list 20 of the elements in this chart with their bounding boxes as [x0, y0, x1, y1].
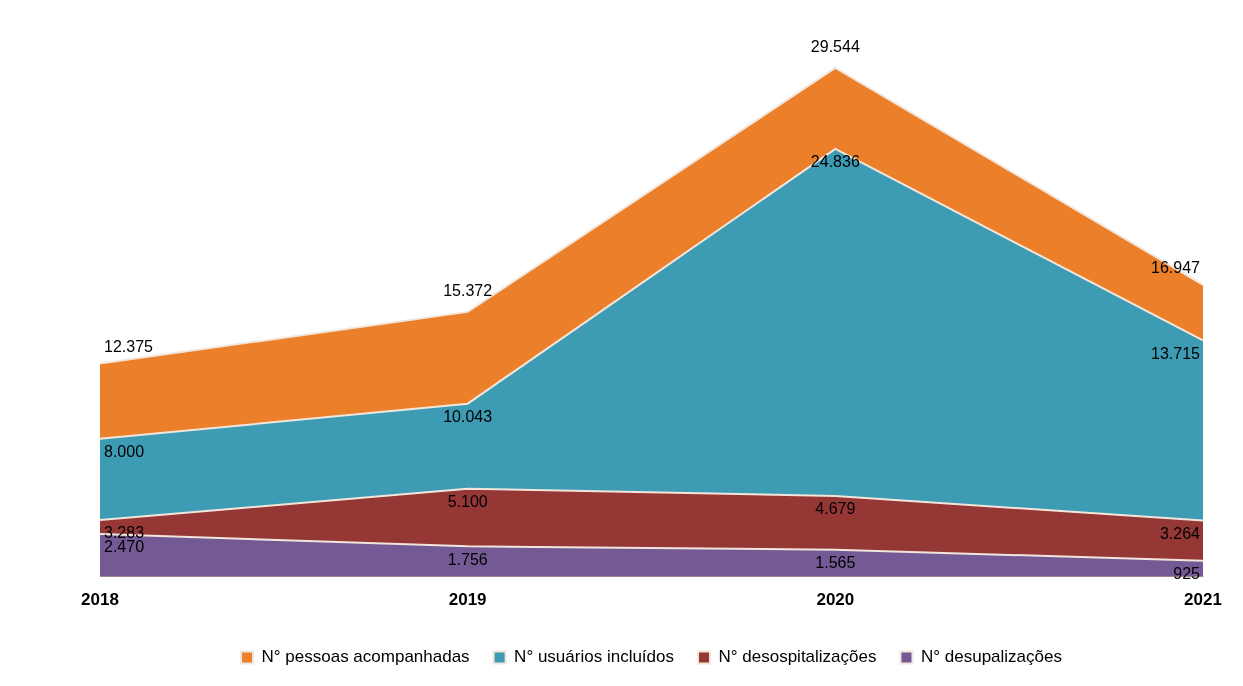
- legend-label: N° pessoas acompanhadas: [261, 647, 470, 667]
- legend-label: N° desospitalizações: [718, 647, 877, 667]
- x-tick-label: 2018: [81, 590, 119, 610]
- data-label: 15.372: [443, 282, 493, 300]
- x-tick-label: 2021: [1184, 590, 1222, 610]
- x-tick-label: 2019: [448, 590, 487, 610]
- data-label: 2.470: [104, 538, 145, 556]
- data-label: 13.715: [1151, 344, 1201, 362]
- legend-label: N° usuários incluídos: [514, 647, 674, 667]
- data-label: 8.000: [104, 443, 145, 461]
- data-label: 4.679: [815, 500, 856, 518]
- x-tick-label: 2020: [816, 590, 855, 610]
- data-label: 10.043: [443, 408, 493, 426]
- data-label: 29.544: [810, 38, 860, 56]
- legend-label: N° desupalizações: [920, 647, 1062, 667]
- data-label: 3.264: [1159, 524, 1201, 542]
- data-label: 1.565: [815, 554, 856, 572]
- data-label: 1.756: [447, 550, 488, 568]
- data-label: 12.375: [104, 337, 154, 355]
- data-label: 5.100: [447, 493, 488, 511]
